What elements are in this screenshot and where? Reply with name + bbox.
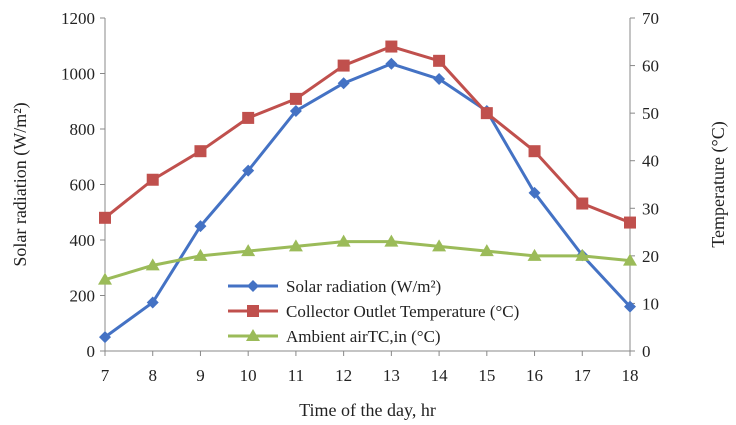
data-point-square	[528, 145, 541, 158]
data-point-diamond	[385, 57, 398, 70]
left-y-tick-label: 800	[70, 120, 96, 139]
data-point-triangle	[527, 248, 542, 261]
data-point-diamond	[433, 73, 446, 86]
series-group	[98, 40, 637, 344]
x-tick-label: 14	[431, 366, 449, 385]
data-point-diamond	[624, 300, 636, 313]
x-tick-label: 11	[288, 366, 304, 385]
data-point-square	[289, 92, 302, 105]
data-point-square	[194, 145, 207, 158]
data-point-square	[385, 40, 398, 53]
x-tick-label: 17	[574, 366, 592, 385]
left-y-tick-label: 0	[87, 342, 96, 361]
tick-labels: 0 200 400 600 800 1000 1200 0 10 20 30 40 50 60 70 7 8 9 1…	[61, 9, 659, 385]
series-line	[104, 240, 631, 282]
data-point-square	[242, 111, 255, 124]
data-point-diamond	[194, 220, 207, 233]
x-tick-label: 10	[240, 366, 257, 385]
data-point-diamond	[528, 186, 541, 199]
legend-entry: Ambient airTC,in (°C)	[286, 327, 441, 346]
right-y-tick-label: 50	[642, 104, 659, 123]
left-y-tick-label: 400	[70, 231, 96, 250]
data-point-triangle	[575, 248, 590, 261]
data-point-triangle	[288, 239, 303, 252]
right-y-tick-label: 60	[642, 57, 659, 76]
legend: Solar radiation (W/m²) Collector Outlet T…	[228, 277, 519, 346]
data-point-square	[146, 173, 159, 186]
x-tick-label: 9	[196, 366, 205, 385]
legend-marker-triangle	[246, 329, 260, 341]
data-point-diamond	[99, 331, 111, 344]
x-tick-label: 12	[335, 366, 352, 385]
legend-marker-diamond	[247, 280, 259, 292]
data-point-triangle	[384, 234, 399, 247]
data-point-triangle	[432, 239, 447, 252]
data-point-triangle	[241, 244, 256, 257]
data-point-square	[624, 216, 636, 229]
data-point-triangle	[623, 253, 637, 266]
series-triangle	[98, 234, 637, 285]
right-y-tick-label: 30	[642, 199, 659, 218]
data-point-square	[99, 211, 111, 224]
right-y-tick-label: 70	[642, 9, 659, 28]
right-y-axis-title: Temperature (°C)	[708, 121, 729, 247]
data-point-triangle	[98, 272, 112, 285]
x-tick-label: 13	[383, 366, 400, 385]
series-square	[99, 40, 636, 229]
series-line	[104, 62, 632, 339]
data-point-diamond	[289, 104, 302, 117]
data-point-triangle	[479, 244, 494, 257]
left-y-tick-label: 1000	[61, 65, 95, 84]
x-tick-label: 7	[101, 366, 110, 385]
data-point-square	[480, 107, 493, 120]
data-point-diamond	[337, 77, 350, 90]
left-y-tick-label: 1200	[61, 9, 95, 28]
data-point-square	[337, 59, 350, 72]
right-y-tick-label: 40	[642, 152, 659, 171]
data-point-triangle	[193, 248, 208, 261]
x-tick-label: 18	[622, 366, 639, 385]
x-tick-label: 8	[148, 366, 157, 385]
legend-marker-square	[247, 305, 259, 317]
right-y-tick-label: 10	[642, 294, 659, 313]
left-y-tick-label: 600	[70, 176, 96, 195]
legend-entry: Collector Outlet Temperature (°C)	[286, 302, 519, 321]
series-diamond	[99, 57, 636, 344]
data-point-diamond	[242, 164, 255, 177]
right-y-tick-label: 20	[642, 247, 659, 266]
left-y-tick-label: 200	[70, 287, 96, 306]
x-axis-title: Time of the day, hr	[299, 400, 436, 420]
x-tick-label: 15	[478, 366, 495, 385]
data-point-triangle	[336, 234, 351, 247]
left-y-axis-title: Solar radiation (W/m²)	[10, 102, 31, 266]
data-point-square	[576, 197, 589, 210]
data-point-square	[433, 54, 446, 67]
series-line	[104, 45, 631, 224]
legend-entry: Solar radiation (W/m²)	[286, 277, 441, 296]
data-point-diamond	[146, 296, 159, 309]
right-y-tick-label: 0	[642, 342, 651, 361]
data-point-triangle	[145, 258, 160, 271]
x-tick-label: 16	[526, 366, 543, 385]
